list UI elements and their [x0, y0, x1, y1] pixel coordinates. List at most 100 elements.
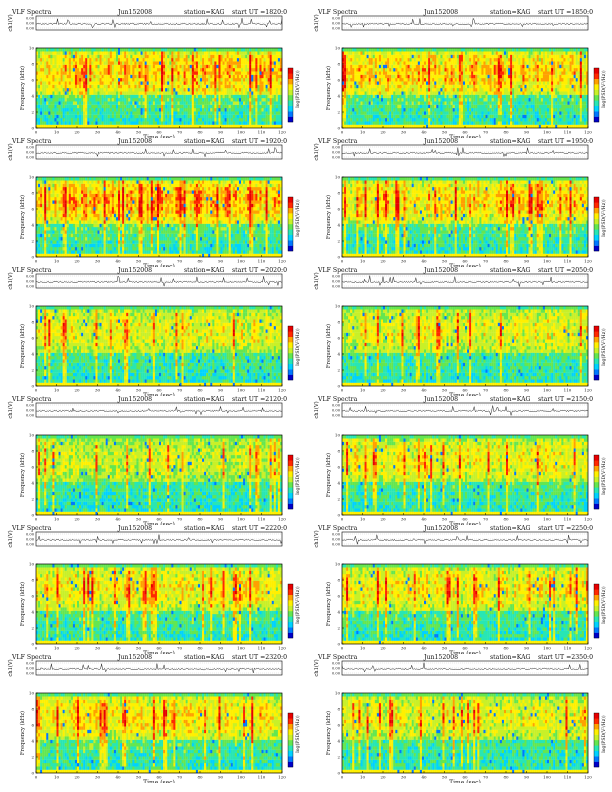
spectrogram-cell — [191, 108, 194, 112]
spectrogram-cell — [358, 114, 361, 119]
spectrogram-cell — [391, 84, 394, 89]
spectrogram-cell — [107, 121, 110, 125]
spectrogram-cell — [510, 98, 513, 102]
spectrogram-cell — [204, 84, 207, 89]
spectrogram-cell — [479, 94, 482, 99]
spectrogram-cell — [79, 88, 82, 92]
spectrogram-cell — [255, 58, 258, 62]
spectrogram-cell — [503, 91, 507, 95]
spectrogram-cell — [255, 71, 258, 75]
spectrogram-cell — [249, 81, 252, 85]
spectrogram-cell — [275, 91, 279, 95]
spectrogram-cell — [374, 94, 377, 99]
spectrogram-cell — [415, 108, 418, 112]
spectrogram-cell — [450, 101, 453, 105]
spectrogram-cell — [105, 101, 108, 105]
spectrogram-cell — [385, 104, 388, 109]
spectrogram-cell — [452, 101, 455, 105]
spectrogram-cell — [432, 61, 435, 65]
spectrogram-cell — [426, 101, 429, 105]
spectrogram-cell — [255, 54, 258, 59]
spectrogram-cell — [181, 68, 184, 72]
spectrogram-cell — [424, 94, 427, 99]
spectrogram-cell — [409, 118, 412, 122]
spectrogram-cell — [460, 91, 464, 95]
spectrogram-cell — [356, 114, 359, 119]
spectrogram-cell — [200, 118, 203, 122]
spectrogram-cell — [113, 64, 117, 69]
spectrogram-cell — [389, 118, 392, 122]
spectrogram-cell — [50, 94, 53, 99]
spectrogram-cell — [346, 54, 349, 59]
spectrogram-cell — [204, 98, 207, 102]
spectrogram-cell — [40, 81, 43, 85]
spectrogram-cell — [52, 51, 55, 55]
spectrogram-cell — [36, 68, 39, 72]
spectrogram-cell — [181, 71, 184, 75]
spectrogram-cell — [479, 104, 482, 109]
spectrogram-cell — [279, 64, 283, 69]
spectrogram-cell — [473, 58, 476, 62]
spectrogram-cell — [97, 84, 100, 89]
spectrogram-cell — [101, 108, 104, 112]
spectrogram-cell — [224, 64, 227, 69]
spectrogram-cell — [265, 108, 268, 112]
spectrogram-cell — [508, 88, 511, 92]
spectrogram-cell — [448, 71, 451, 75]
colorbar-label: log(PSD(V²/Hz)) — [294, 70, 301, 108]
spectrogram-cell — [44, 108, 47, 112]
spectrogram-cell — [236, 91, 240, 95]
spectrogram-cell — [140, 78, 143, 82]
spectrogram-cell — [506, 98, 509, 102]
channel-trace-line — [35, 18, 283, 29]
spectrogram-cell — [241, 101, 244, 105]
spectrogram-cell — [348, 48, 351, 52]
spectrogram-cell — [245, 118, 248, 122]
spectrogram-cell — [434, 98, 437, 102]
spectrogram-cell — [366, 91, 369, 95]
spectrogram-cell — [261, 108, 264, 112]
spectrogram-cell — [236, 71, 240, 75]
spectrogram-cell — [142, 114, 145, 119]
spectrogram-cell — [259, 104, 262, 109]
spectrogram-cell — [245, 64, 248, 69]
spectrogram-cell — [407, 124, 410, 129]
spectrogram-cell — [426, 81, 429, 85]
spectrogram-cell — [97, 78, 100, 82]
spectrogram-cell — [208, 48, 211, 52]
spectrogram-cell — [226, 81, 229, 85]
spectrogram-cell — [401, 64, 404, 69]
spectrogram-cell — [415, 98, 418, 102]
spectrogram-cell — [419, 101, 423, 105]
spectrogram-cell — [216, 88, 219, 92]
x-tick-label: 100 — [237, 130, 245, 135]
spectrogram-cell — [152, 71, 156, 75]
spectrogram-cell — [232, 98, 235, 102]
spectrogram-cell — [460, 61, 464, 65]
spectrogram-cell — [99, 88, 102, 92]
spectrogram-cell — [389, 94, 392, 99]
spectrogram-cell — [383, 68, 386, 72]
spectrogram-cell — [348, 58, 351, 62]
spectrogram-cell — [179, 74, 182, 79]
spectrogram-cell — [448, 84, 451, 89]
spectrogram-cell — [169, 108, 172, 112]
spectrogram-cell — [342, 71, 345, 75]
spectrogram-cell — [85, 78, 88, 82]
spectrogram-cell — [378, 101, 382, 105]
spectrogram-cell — [462, 104, 466, 109]
spectrogram-cell — [249, 101, 252, 105]
spectrogram-cell — [415, 54, 418, 59]
spectrogram-cell — [218, 64, 221, 69]
spectrogram-cell — [42, 124, 45, 129]
spectrogram-cell — [444, 54, 447, 59]
spectrogram-cell — [267, 121, 270, 125]
spectrogram-cell — [224, 68, 227, 72]
spectrogram-cell — [175, 64, 178, 69]
spectrogram-cell — [424, 64, 427, 69]
spectrogram-cell — [374, 118, 377, 122]
spectrogram-cell — [436, 51, 439, 55]
spectrogram-cell — [411, 78, 414, 82]
spectrogram-cell — [265, 91, 268, 95]
spectrogram-cell — [450, 58, 453, 62]
